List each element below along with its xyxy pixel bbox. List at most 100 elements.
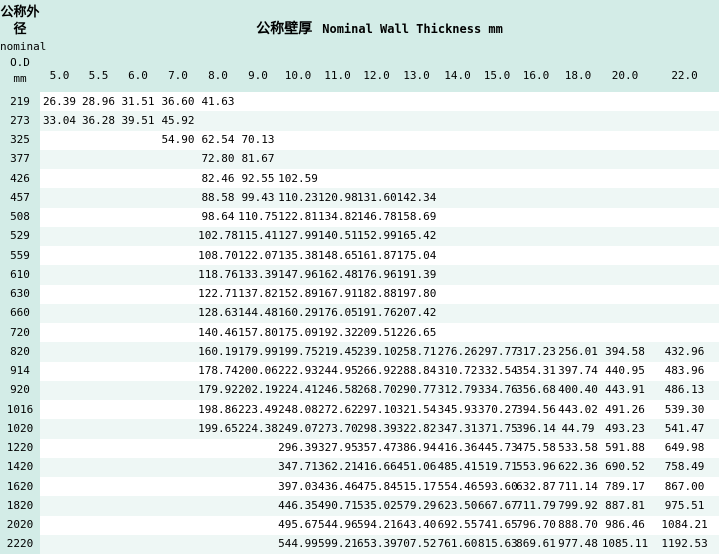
wall-thickness-header-row: 5.0 5.5 6.0 7.0 8.0 9.0 10.0 11.0 12.0 13.0 14.0 15… — [0, 60, 719, 92]
weight-cell — [79, 130, 118, 150]
weight-cell — [650, 169, 719, 189]
weight-cell — [478, 303, 516, 323]
weight-cell — [437, 188, 478, 208]
weight-cell: 222.93 — [278, 361, 318, 381]
weight-cell: 288.84 — [396, 361, 437, 381]
weight-cell: 535.02 — [357, 496, 397, 516]
weight-cell: 711.14 — [556, 477, 600, 497]
weight-cell: 179.99 — [238, 342, 278, 362]
wall-thickness-col-header: 11.0 — [318, 60, 357, 92]
weight-cell: 1085.11 — [600, 534, 650, 554]
od-header: 公称外径 nominal O.D mm — [0, 0, 46, 92]
weight-cell — [118, 207, 158, 227]
weight-cell — [198, 111, 238, 131]
weight-cell — [79, 477, 118, 497]
weight-cell — [357, 169, 396, 189]
od-label: 529 — [0, 226, 40, 246]
weight-cell — [118, 496, 158, 516]
weight-cell: 741.65 — [478, 515, 518, 535]
weight-cell — [396, 111, 437, 131]
weight-cell — [556, 323, 600, 343]
weight-cell — [158, 207, 198, 227]
weight-cell — [158, 400, 198, 420]
weight-cell — [198, 457, 238, 477]
table-row: 273 33.04 36.28 39.51 45.92 — [0, 111, 719, 131]
weight-cell — [118, 303, 158, 323]
od-label: 610 — [0, 265, 40, 285]
weight-cell: 347.31 — [437, 419, 478, 439]
weight-cell — [40, 226, 79, 246]
weight-cell: 198.86 — [198, 400, 238, 420]
weight-cell: 490.71 — [318, 496, 358, 516]
weight-cell — [158, 226, 198, 246]
weight-cell — [40, 284, 79, 304]
weight-cell — [478, 265, 516, 285]
weight-cell — [158, 534, 198, 554]
weight-cell — [79, 496, 118, 516]
weight-cell — [478, 169, 516, 189]
weight-cell: 272.62 — [318, 400, 358, 420]
weight-cell — [40, 438, 79, 458]
weight-cell — [357, 149, 396, 169]
table-row: 2220 544.99 599.21 653.39 707.52 761.60 815.63… — [0, 534, 719, 554]
weight-cell — [437, 149, 478, 169]
weight-cell: 162.48 — [318, 265, 358, 285]
weight-cell: 436.46 — [318, 477, 358, 497]
weight-cell — [556, 130, 600, 150]
od-label: 273 — [0, 111, 40, 131]
weight-cell: 182.88 — [357, 284, 397, 304]
weight-cell: 36.60 — [158, 92, 198, 112]
weight-cell — [556, 226, 600, 246]
weight-cell — [198, 515, 238, 535]
weight-cell — [40, 419, 79, 439]
weight-cell — [516, 265, 556, 285]
weight-cell: 599.21 — [318, 534, 358, 554]
weight-cell — [40, 477, 79, 497]
weight-cell: 397.74 — [556, 361, 600, 381]
weight-cell — [516, 323, 556, 343]
od-label: 820 — [0, 342, 40, 362]
weight-cell — [650, 130, 719, 150]
weight-cell: 115.41 — [238, 226, 278, 246]
weight-cell: 134.82 — [318, 207, 358, 227]
weight-cell — [600, 226, 650, 246]
weight-cell — [79, 188, 118, 208]
weight-cell — [79, 457, 118, 477]
weight-cell: 400.40 — [556, 380, 600, 400]
weight-cell — [198, 477, 238, 497]
weight-cell — [478, 188, 516, 208]
weight-cell — [437, 284, 478, 304]
weight-cell: 118.76 — [198, 265, 238, 285]
table-row: 920 179.92 202.19 224.41 246.58 268.70 290.77 3… — [0, 380, 719, 400]
weight-cell: 102.59 — [278, 169, 318, 189]
weight-cell: 144.48 — [238, 303, 278, 323]
weight-cell: 62.54 — [198, 130, 238, 150]
weight-cell — [158, 342, 198, 362]
table-row: 914 178.74 200.06 222.93 244.95 266.92 288.84 3… — [0, 361, 719, 381]
weight-cell — [238, 457, 278, 477]
weight-cell — [556, 265, 600, 285]
weight-cell — [437, 111, 478, 131]
weight-cell: 290.77 — [396, 380, 437, 400]
weight-cell: 345.93 — [437, 400, 478, 420]
weight-cell — [40, 361, 79, 381]
weight-cell — [118, 169, 158, 189]
weight-cell: 226.65 — [396, 323, 437, 343]
weight-cell — [79, 303, 118, 323]
weight-cell — [478, 130, 516, 150]
weight-cell: 541.47 — [650, 419, 719, 439]
weight-cell — [118, 477, 158, 497]
weight-cell: 446.35 — [278, 496, 318, 516]
weight-cell — [118, 284, 158, 304]
weight-cell: 122.81 — [278, 207, 318, 227]
weight-cell — [650, 149, 719, 169]
table-body: 219 26.39 28.96 31.51 36.60 41.63 273 33.04 36.2… — [0, 92, 719, 554]
wall-thickness-col-header: 20.0 — [600, 60, 650, 92]
weight-cell: 110.23 — [278, 188, 318, 208]
weight-cell: 553.96 — [516, 457, 556, 477]
weight-cell: 690.52 — [600, 457, 650, 477]
weight-cell — [516, 207, 556, 227]
weight-cell — [650, 246, 719, 266]
weight-cell — [238, 92, 278, 112]
weight-cell: 161.87 — [357, 246, 397, 266]
